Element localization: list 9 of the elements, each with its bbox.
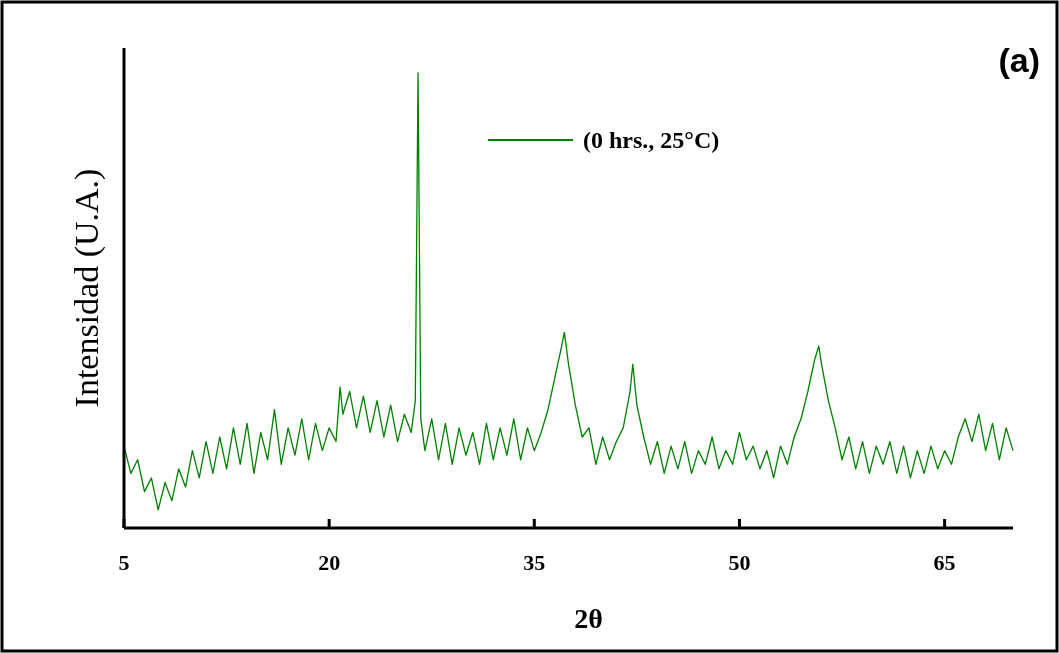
chart-title: (a) <box>998 41 1040 79</box>
x-tick-label: 65 <box>933 550 956 575</box>
y-axis-title: Intensidad (U.A.) <box>68 168 106 408</box>
legend-label: (0 hrs., 25°C) <box>583 127 720 153</box>
x-axis-title: 2θ <box>574 603 603 634</box>
x-tick-label: 50 <box>728 550 751 575</box>
x-tick-label: 20 <box>318 550 341 575</box>
x-tick-label: 5 <box>118 550 130 575</box>
x-tick-label: 35 <box>523 550 546 575</box>
